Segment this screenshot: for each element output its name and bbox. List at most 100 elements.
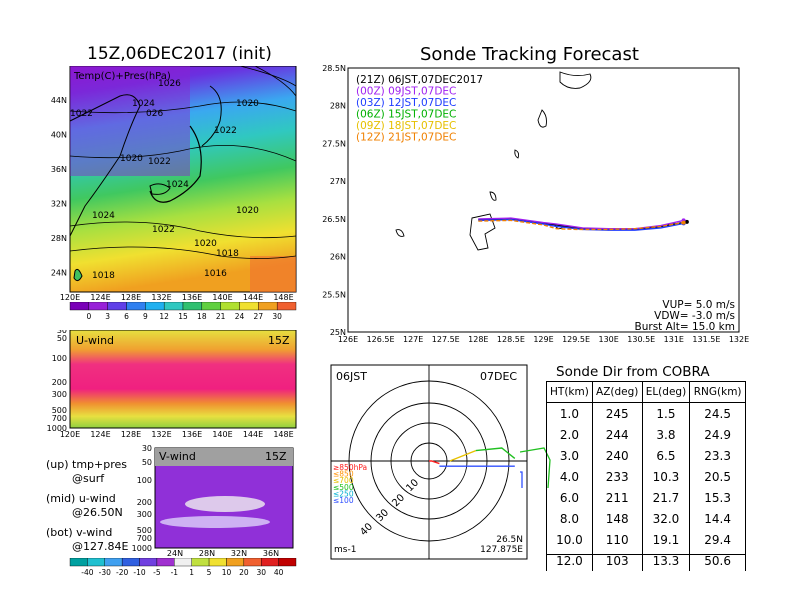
polar-level-label: ≤250: [333, 489, 354, 498]
wind-colorbar-tick: 30: [256, 568, 266, 577]
sonde-table: HT(km) AZ(deg) EL(deg) RNG(km) 1.0 245 1.5…: [546, 381, 746, 571]
uwind-p-tick: 300: [52, 390, 67, 399]
polar-coord-lat: 26.5N: [496, 535, 523, 545]
temp-colorbar-cell: [107, 302, 127, 311]
vwind-p-tick: 50: [142, 458, 152, 467]
header-el: EL(deg): [641, 381, 691, 403]
wind-colorbar: -40 -30 -20 -10 -5 -1 1 5 10 20 30 40: [69, 558, 297, 577]
uwind-lon-tick: 136E: [182, 430, 202, 439]
wind-colorbar-cell: [174, 558, 192, 567]
track-series-line: [478, 219, 684, 231]
temp-colorbar-cell: [88, 302, 108, 311]
vwind-lat-tick: 28N: [199, 549, 215, 556]
wind-colorbar-tick: -20: [116, 568, 128, 577]
uwind-p-tick: 30: [57, 330, 67, 335]
cell-ht: 1.0: [546, 402, 593, 424]
polar-series-line: [429, 460, 440, 465]
wind-colorbar-tick: 40: [274, 568, 284, 577]
vwind-lat-tick: 32N: [231, 549, 247, 556]
isobar-label: 1020: [236, 99, 259, 109]
cell-az: 110: [591, 529, 643, 550]
map-lon-tick: 148E: [273, 293, 293, 302]
cell-el: 6.5: [641, 445, 691, 466]
map-lon-tick: 144E: [243, 293, 263, 302]
wind-colorbar-cell: [208, 558, 227, 567]
polar-coord-lon: 127.875E: [480, 545, 523, 555]
map-frame: [69, 66, 297, 293]
map-lon-tick: 128E: [121, 293, 141, 302]
track-lon-tick: 132E: [729, 335, 749, 344]
temp-colorbar-tick: 27: [254, 312, 264, 321]
track-lon-tick: 128E: [468, 335, 488, 344]
polar-time-label: 06JST: [336, 370, 367, 383]
uwind-p-tick: 700: [52, 414, 67, 423]
uwind-p-tick: 1000: [47, 424, 67, 433]
table-row: 8.0 148 32.0 14.4: [546, 508, 746, 529]
cell-el: 32.0: [641, 508, 691, 529]
cell-el: 13.3: [641, 550, 691, 571]
track-lon-tick: 130.5E: [627, 335, 655, 344]
polar-level-label: ≤850: [333, 470, 354, 479]
map-lat-tick: 32N: [51, 200, 67, 209]
isobar-label: 1020: [194, 239, 217, 249]
uwind-p-tick: 500: [52, 406, 67, 415]
temp-colorbar-cell: [163, 302, 184, 311]
track-lon-tick: 131.5E: [692, 335, 720, 344]
isobar-label: 1024: [92, 211, 115, 221]
wind-colorbar-cell: [104, 558, 123, 567]
vwind-label: V-wind: [159, 450, 196, 463]
temp-colorbar-tick: 6: [124, 312, 129, 321]
temp-colorbar-tick: 24: [235, 312, 245, 321]
map-lat-tick: 24N: [51, 269, 67, 278]
track-lat-tick: 25.5N: [322, 290, 346, 299]
vwind-time: 15Z: [265, 450, 287, 463]
vwind-p-tick: 100: [137, 476, 152, 485]
uwind-lon-tick: 148E: [273, 430, 293, 439]
track-lon-tick: 127E: [403, 335, 423, 344]
track-legend-item: (09Z) 18JST,07DEC: [356, 120, 456, 132]
vwind-lat-tick: 24N: [167, 549, 183, 556]
vwind-p-tick: 1000: [132, 544, 152, 553]
track-lat-tick: 28N: [330, 102, 346, 111]
polar-date-label: 07DEC: [480, 370, 517, 383]
table-row: 10.0 110 19.1 29.4: [546, 529, 746, 550]
table-row: 12.0 103 13.3 50.6: [546, 550, 746, 571]
vwind-p-tick: 200: [137, 498, 152, 507]
wind-colorbar-cell: [226, 558, 245, 567]
temp-colorbar-tick: 21: [216, 312, 226, 321]
temp-colorbar-cell: [276, 302, 297, 311]
isobar-label: 026: [146, 109, 163, 119]
track-legend-item: (06Z) 15JST,07DEC: [356, 109, 456, 121]
uwind-lon-tick: 140E: [212, 430, 232, 439]
wind-colorbar-cell: [69, 558, 88, 567]
wind-colorbar-cell: [243, 558, 262, 567]
polar-unit: ms-1: [334, 545, 356, 555]
track-lon-tick: 130E: [599, 335, 619, 344]
cell-ht: 2.0: [546, 424, 593, 445]
map-lat-tick: 28N: [51, 234, 67, 243]
map-lat-tick: 36N: [51, 165, 67, 174]
header-rng: RNG(km): [689, 381, 746, 403]
uwind-p-tick: 100: [52, 354, 67, 363]
track-lat-tick: 27N: [330, 177, 346, 186]
cell-az: 148: [591, 508, 643, 529]
table-row: 6.0 211 21.7 15.3: [546, 487, 746, 508]
note-mid: (mid) u-wind: [46, 492, 116, 505]
table-header-row: HT(km) AZ(deg) EL(deg) RNG(km): [546, 381, 746, 403]
wind-colorbar-tick: -40: [81, 568, 93, 577]
temp-colorbar-cell: [126, 302, 146, 311]
temp-colorbar-cell: [258, 302, 278, 311]
track-legend-item: (00Z) 09JST,07DEC: [356, 86, 456, 98]
cell-az: 211: [591, 487, 643, 508]
note-up-level: @surf: [72, 472, 105, 485]
temp-colorbar-tick: 9: [143, 312, 148, 321]
isobar-label: 1022: [148, 157, 171, 167]
track-legend-item: (03Z) 12JST,07DEC: [356, 97, 456, 109]
wind-colorbar-tick: 1: [189, 568, 194, 577]
note-bot-level: @127.84E: [72, 540, 129, 553]
temp-colorbar-tick: 3: [105, 312, 110, 321]
right-title: Sonde Tracking Forecast: [420, 44, 639, 65]
map-lat-tick: 40N: [51, 131, 67, 140]
track-end-point: [681, 220, 686, 225]
isobar-label: 1024: [132, 99, 155, 109]
